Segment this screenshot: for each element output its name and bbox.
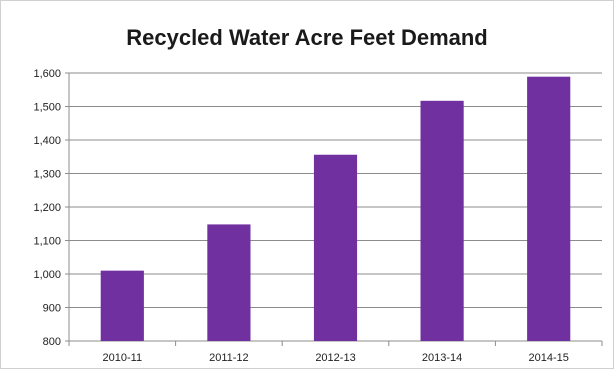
y-tick-label: 1,300 [33, 169, 61, 181]
bar-2012-13 [313, 154, 358, 341]
chart-title: Recycled Water Acre Feet Demand [126, 25, 488, 50]
y-tick-label: 1,000 [33, 269, 61, 281]
y-tick-label: 1,600 [33, 68, 61, 80]
bar-2010-11 [100, 270, 144, 341]
x-tick-label: 2012-13 [315, 352, 355, 364]
x-tick-label: 2011-12 [209, 352, 249, 364]
y-tick-label: 1,500 [33, 102, 61, 114]
bar-2013-14 [420, 100, 464, 342]
y-tick-label: 1,400 [33, 135, 61, 147]
x-tick-label: 2010-11 [103, 352, 143, 364]
y-tick-label: 1,200 [33, 202, 61, 214]
x-tick-label: 2014-15 [529, 352, 569, 364]
y-tick-label: 800 [43, 336, 61, 348]
y-tick-label: 1,100 [33, 236, 61, 248]
bar-2011-12 [207, 224, 251, 341]
y-tick-label: 900 [43, 303, 61, 315]
bar-2014-15 [527, 76, 571, 341]
x-tick-label: 2013-14 [422, 352, 462, 364]
